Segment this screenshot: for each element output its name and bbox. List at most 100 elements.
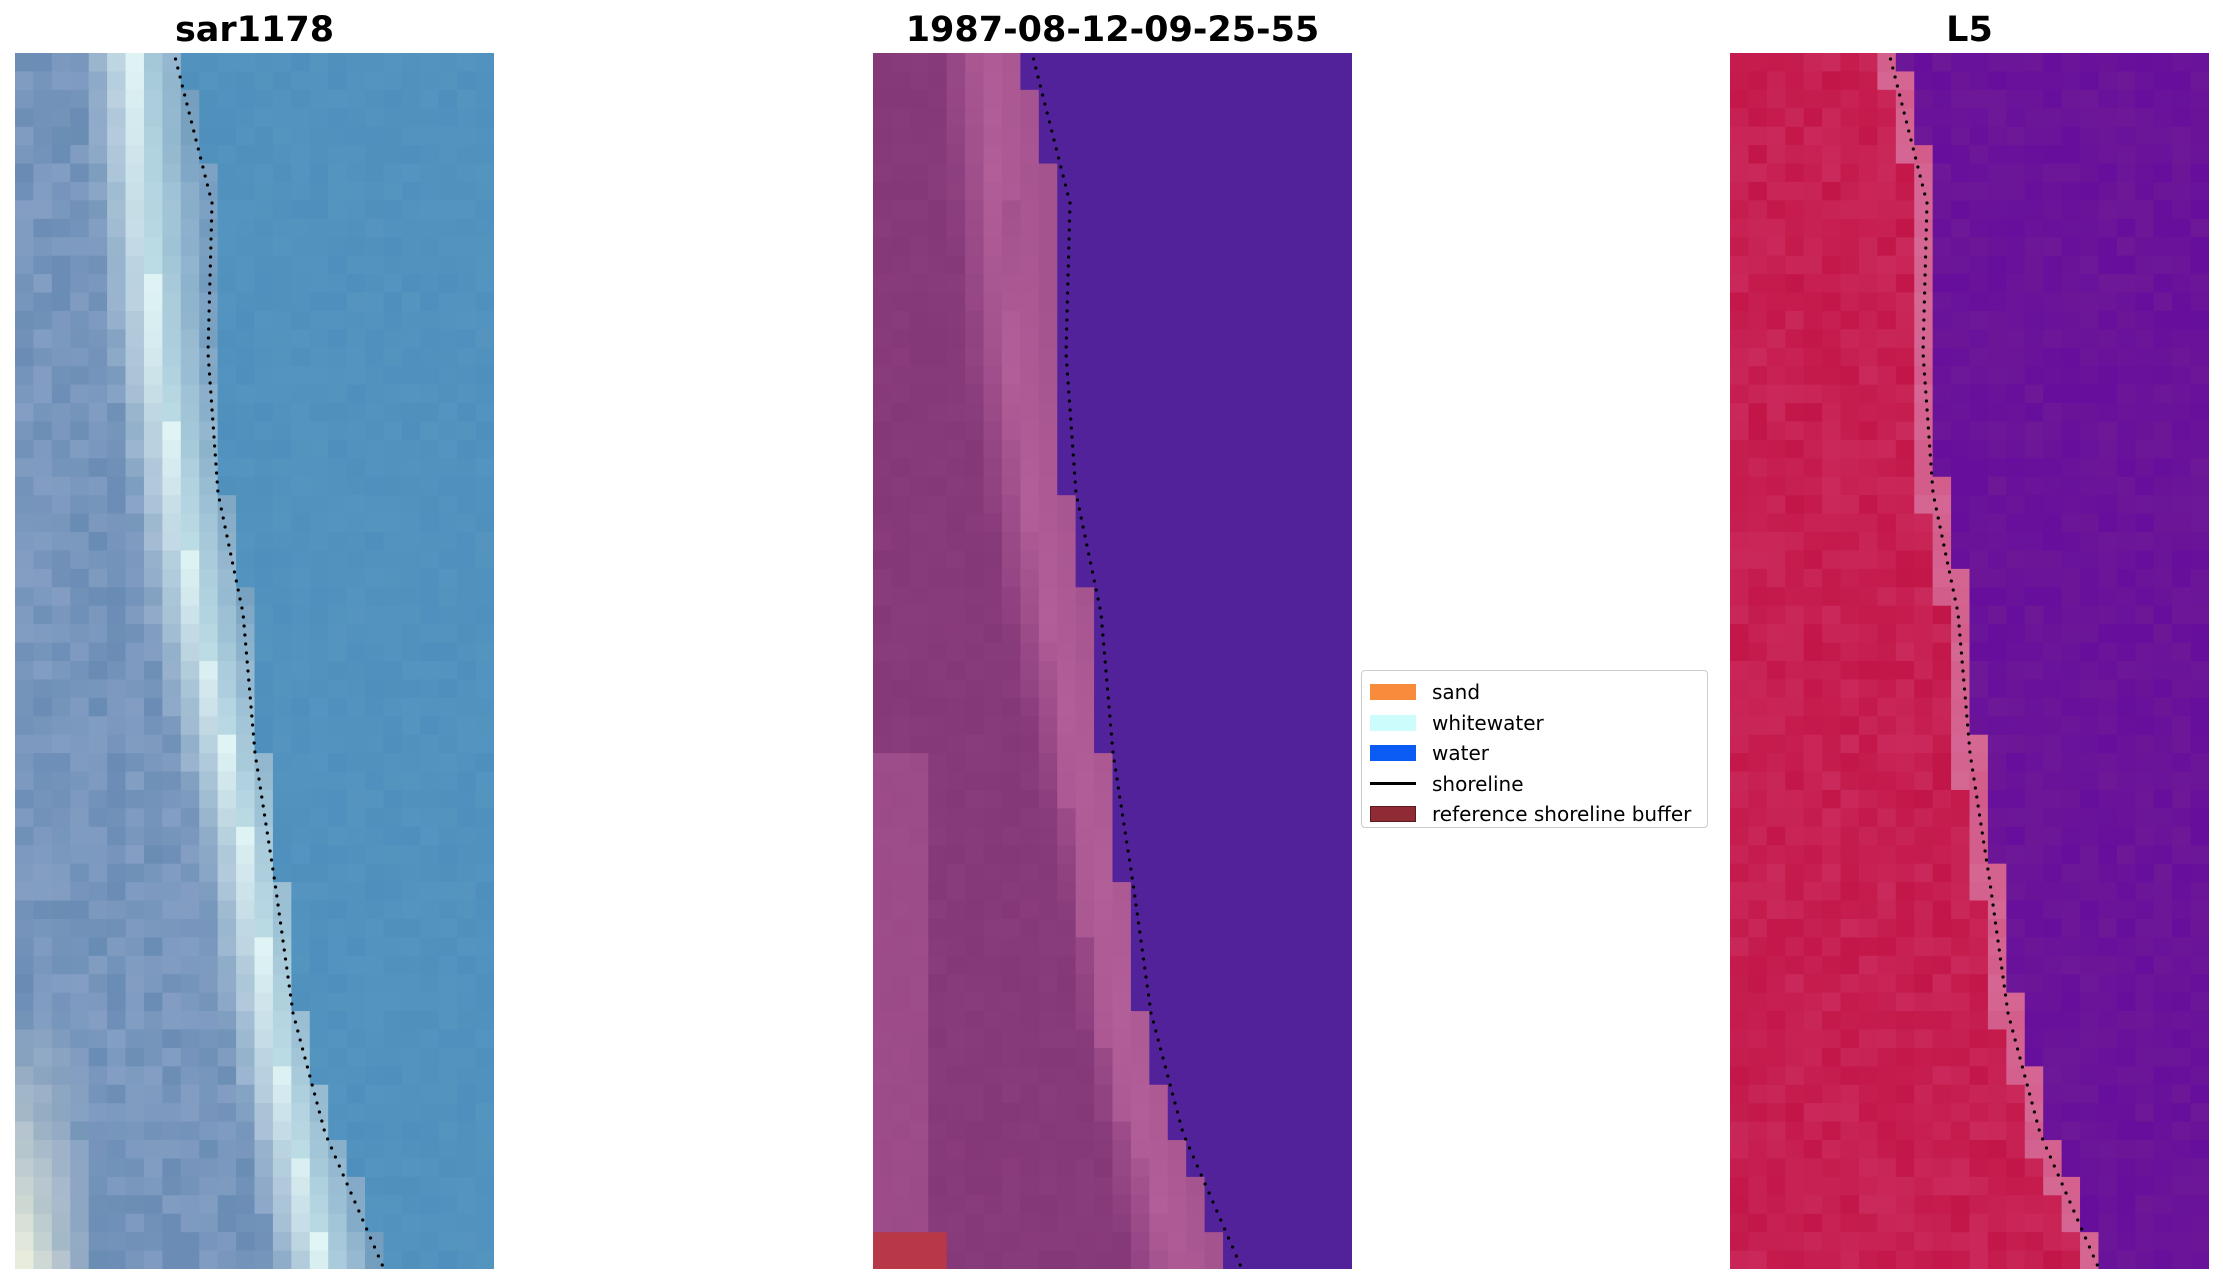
pixel xyxy=(909,642,929,662)
pixel xyxy=(383,439,403,459)
pixel xyxy=(1259,808,1279,828)
pixel xyxy=(1001,200,1021,220)
pixel xyxy=(1001,974,1021,994)
pixel xyxy=(438,108,458,128)
shoreline-point xyxy=(1066,291,1070,295)
pixel xyxy=(199,882,219,902)
pixel xyxy=(88,347,108,367)
pixel xyxy=(891,384,911,404)
pixel xyxy=(1296,329,1316,349)
pixel xyxy=(346,992,366,1012)
pixel xyxy=(1020,329,1040,349)
pixel xyxy=(1766,329,1786,349)
pixel xyxy=(2024,108,2044,128)
pixel xyxy=(983,439,1003,459)
pixel xyxy=(2153,532,2173,552)
pixel xyxy=(328,71,348,91)
pixel xyxy=(2006,292,2026,312)
pixel xyxy=(15,826,35,846)
pixel xyxy=(1020,458,1040,478)
pixel xyxy=(2080,89,2100,109)
pixel xyxy=(236,882,256,902)
pixel xyxy=(1969,937,1989,957)
pixel xyxy=(1315,1121,1335,1141)
pixel xyxy=(272,900,292,920)
shoreline-point xyxy=(247,678,251,682)
pixel xyxy=(1075,532,1095,552)
pixel xyxy=(272,955,292,975)
pixel xyxy=(438,458,458,478)
pixel xyxy=(1914,587,1934,607)
pixel xyxy=(1932,550,1952,570)
pixel xyxy=(1186,1213,1206,1233)
pixel xyxy=(162,347,182,367)
pixel xyxy=(475,1232,494,1252)
pixel xyxy=(199,789,219,809)
pixel xyxy=(438,937,458,957)
pixel xyxy=(15,771,35,791)
pixel xyxy=(1094,1084,1114,1104)
pixel xyxy=(51,476,71,496)
pixel xyxy=(401,845,421,865)
pixel xyxy=(1333,550,1352,570)
pixel xyxy=(180,624,200,644)
pixel xyxy=(1969,292,1989,312)
pixel xyxy=(2190,513,2209,533)
pixel xyxy=(457,1011,477,1031)
pixel xyxy=(1057,1140,1077,1160)
pixel xyxy=(983,237,1003,257)
pixel xyxy=(2172,347,2192,367)
pixel xyxy=(1167,1066,1187,1086)
pixel xyxy=(1895,826,1915,846)
pixel xyxy=(2116,789,2136,809)
pixel xyxy=(2061,937,2081,957)
pixel xyxy=(1130,108,1150,128)
pixel xyxy=(51,513,71,533)
pixel xyxy=(328,1121,348,1141)
shoreline-point xyxy=(245,660,249,664)
pixel xyxy=(1748,71,1768,91)
pixel xyxy=(2061,918,2081,938)
pixel xyxy=(928,145,948,165)
pixel xyxy=(401,1103,421,1123)
pixel xyxy=(125,1066,145,1086)
pixel xyxy=(272,642,292,662)
pixel xyxy=(125,808,145,828)
pixel xyxy=(1057,918,1077,938)
pixel xyxy=(309,181,329,201)
pixel xyxy=(1951,439,1971,459)
pixel xyxy=(254,826,274,846)
pixel xyxy=(1001,495,1021,515)
pixel xyxy=(236,274,256,294)
pixel xyxy=(457,550,477,570)
pixel xyxy=(2024,550,2044,570)
pixel xyxy=(254,126,274,146)
pixel xyxy=(236,1232,256,1252)
pixel xyxy=(217,753,237,773)
pixel xyxy=(88,716,108,736)
pixel xyxy=(1038,826,1058,846)
pixel xyxy=(51,974,71,994)
pixel xyxy=(309,1084,329,1104)
pixel xyxy=(217,439,237,459)
pixel xyxy=(1167,753,1187,773)
pixel xyxy=(383,71,403,91)
pixel xyxy=(1278,532,1298,552)
pixel xyxy=(1296,587,1316,607)
pixel xyxy=(107,1121,127,1141)
pixel xyxy=(401,1176,421,1196)
pixel xyxy=(1766,200,1786,220)
shoreline-point xyxy=(329,1146,334,1150)
pixel xyxy=(928,661,948,681)
pixel xyxy=(1803,89,1823,109)
pixel xyxy=(383,679,403,699)
pixel xyxy=(1186,310,1206,330)
pixel xyxy=(1112,366,1132,386)
pixel xyxy=(107,605,127,625)
pixel xyxy=(328,1195,348,1215)
pixel xyxy=(401,53,421,73)
pixel xyxy=(1987,900,2007,920)
pixel xyxy=(909,974,929,994)
pixel xyxy=(1987,71,2007,91)
shoreline-point xyxy=(1059,165,1063,169)
